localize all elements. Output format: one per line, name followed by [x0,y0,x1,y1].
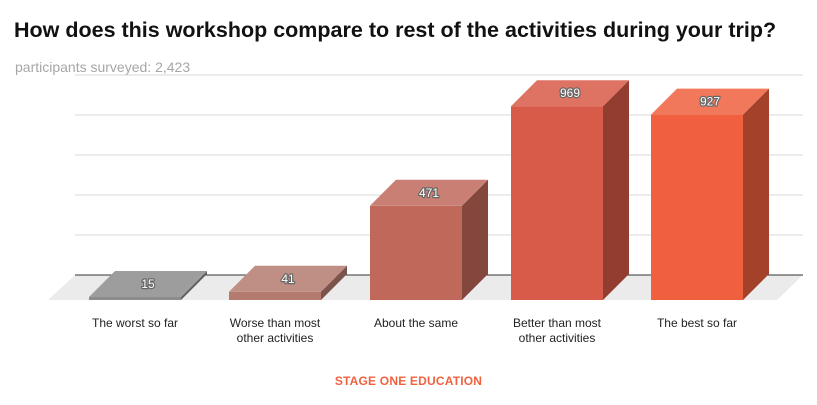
bar-front [511,106,603,300]
bar-front [651,114,743,300]
bar-side [321,265,347,300]
chart-subtitle: participants surveyed: 2,423 [15,59,191,75]
bar-side [462,179,488,300]
bar-front [229,291,321,300]
bar: 41 [229,265,347,300]
bar-front [89,297,181,300]
chart-title: How does this workshop compare to rest o… [14,18,777,42]
data-label: 41 [281,272,295,286]
bar: 969 [511,80,629,300]
bar: 471 [370,179,488,300]
category-label: About the same [374,316,458,330]
bars: 15 41 471 969 927 [89,80,769,300]
footer-brand: STAGE ONE EDUCATION [334,374,483,388]
category-label: Better than most other activities [513,316,602,345]
category-label: The best so far [657,316,737,330]
category-label: Worse than most other activities [230,316,321,345]
bar-top [89,271,207,297]
bar-side [603,80,629,300]
bar-top [229,265,347,292]
bar-top [511,80,629,107]
bar-top [651,88,769,115]
bar: 927 [651,88,769,300]
bar-front [370,205,462,300]
category-label: The worst so far [92,316,178,330]
bar: 15 [89,271,207,300]
data-label: 471 [419,186,439,200]
bar-side [743,88,769,300]
data-label: 927 [700,95,720,109]
bar-side [181,271,207,300]
bar-top [370,179,488,206]
data-label: 15 [141,277,155,291]
data-label: 969 [560,86,580,100]
x-axis-labels: The worst so far Worse than most other act… [92,316,737,345]
